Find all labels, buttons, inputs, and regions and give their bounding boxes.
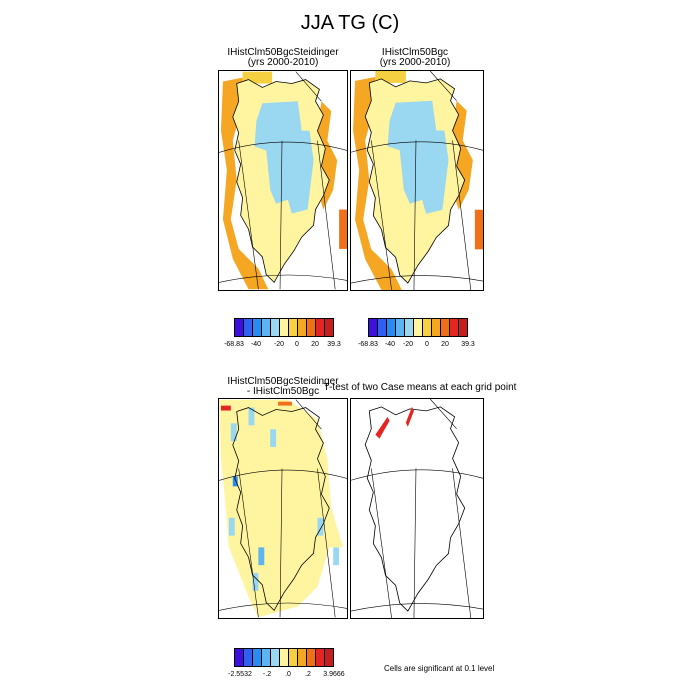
- colorbar-swatch: [458, 318, 468, 337]
- significant-cell: [375, 417, 389, 439]
- cb1-tick: 0: [295, 341, 299, 348]
- cb2-tick: -20: [403, 341, 413, 348]
- diff-cell: [333, 547, 339, 565]
- latitude-line: [351, 604, 483, 611]
- diff-cell: [221, 406, 231, 411]
- latitude-line: [219, 275, 347, 282]
- panel-4-title-line1: T-test of two Case means at each grid po…: [320, 383, 520, 393]
- coastline: [365, 407, 465, 611]
- diff-cell: [231, 423, 237, 441]
- cb3-tick: -2.5532: [228, 671, 252, 678]
- map-3-svg: [219, 399, 347, 618]
- diff-cell: [278, 402, 292, 406]
- cb1-tick: -20: [274, 341, 284, 348]
- cb1-tick: 20: [311, 341, 319, 348]
- map-4-svg: [351, 399, 483, 618]
- panel-4-title: T-test of two Case means at each grid po…: [320, 383, 520, 393]
- significance-note: Cells are significant at 0.1 level: [384, 664, 494, 673]
- longitude-line: [453, 468, 471, 618]
- cb1-tick: -68.83: [224, 341, 244, 348]
- cb2-tick: -68.83: [358, 341, 378, 348]
- warm-margin: [339, 210, 347, 249]
- cb2-tick: -40: [385, 341, 395, 348]
- panel-2-title: IHistClm50Bgc (yrs 2000-2010): [350, 48, 480, 68]
- diff-cell: [270, 429, 276, 447]
- cb2-tick: 39.3: [461, 341, 475, 348]
- cb1-tick: -40: [251, 341, 261, 348]
- latitude-line: [351, 470, 483, 480]
- panel-1-title-line2: (yrs 2000-2010): [218, 58, 348, 68]
- cb3-tick: -.2: [263, 671, 271, 678]
- map-panel-2: [350, 70, 484, 291]
- colorbar-swatches: [368, 318, 478, 337]
- colorbar-swatches: [234, 648, 344, 667]
- warm-margin: [475, 210, 483, 250]
- diff-cell: [229, 518, 235, 536]
- cb3-tick: .0: [285, 671, 291, 678]
- map-2-svg: [351, 71, 483, 290]
- cb3-tick: 3.9666: [323, 671, 344, 678]
- cb2-tick: 20: [441, 341, 449, 348]
- map-1-svg: [219, 71, 347, 290]
- colorbar-swatch: [324, 318, 334, 337]
- map-panel-3: [218, 398, 348, 619]
- longitude-line: [371, 468, 391, 618]
- cb2-tick: 0: [425, 341, 429, 348]
- cb3-tick: .2: [305, 671, 311, 678]
- diff-cell: [258, 547, 264, 565]
- cb1-tick: 39.3: [327, 341, 341, 348]
- colorbar-abs-right: -68.83 -40 -20 0 20 39.3: [368, 318, 478, 358]
- panel-1-title: IHistClm50BgcSteidinger (yrs 2000-2010): [218, 48, 348, 68]
- longitude-line: [430, 399, 456, 429]
- map-panel-4: [350, 398, 484, 619]
- map-panel-1: [218, 70, 348, 291]
- colorbar-swatches: [234, 318, 344, 337]
- colorbar-abs-left: -68.83 -40 -20 0 20 39.3: [234, 318, 344, 358]
- colorbar-swatch: [324, 648, 334, 667]
- latitude-line: [351, 276, 483, 283]
- main-title: JJA TG (C): [0, 12, 700, 35]
- colorbar-diff: -2.5532 -.2 .0 .2 3.9666: [234, 648, 344, 688]
- longitude-line: [414, 468, 416, 618]
- panel-2-title-line2: (yrs 2000-2010): [350, 58, 480, 68]
